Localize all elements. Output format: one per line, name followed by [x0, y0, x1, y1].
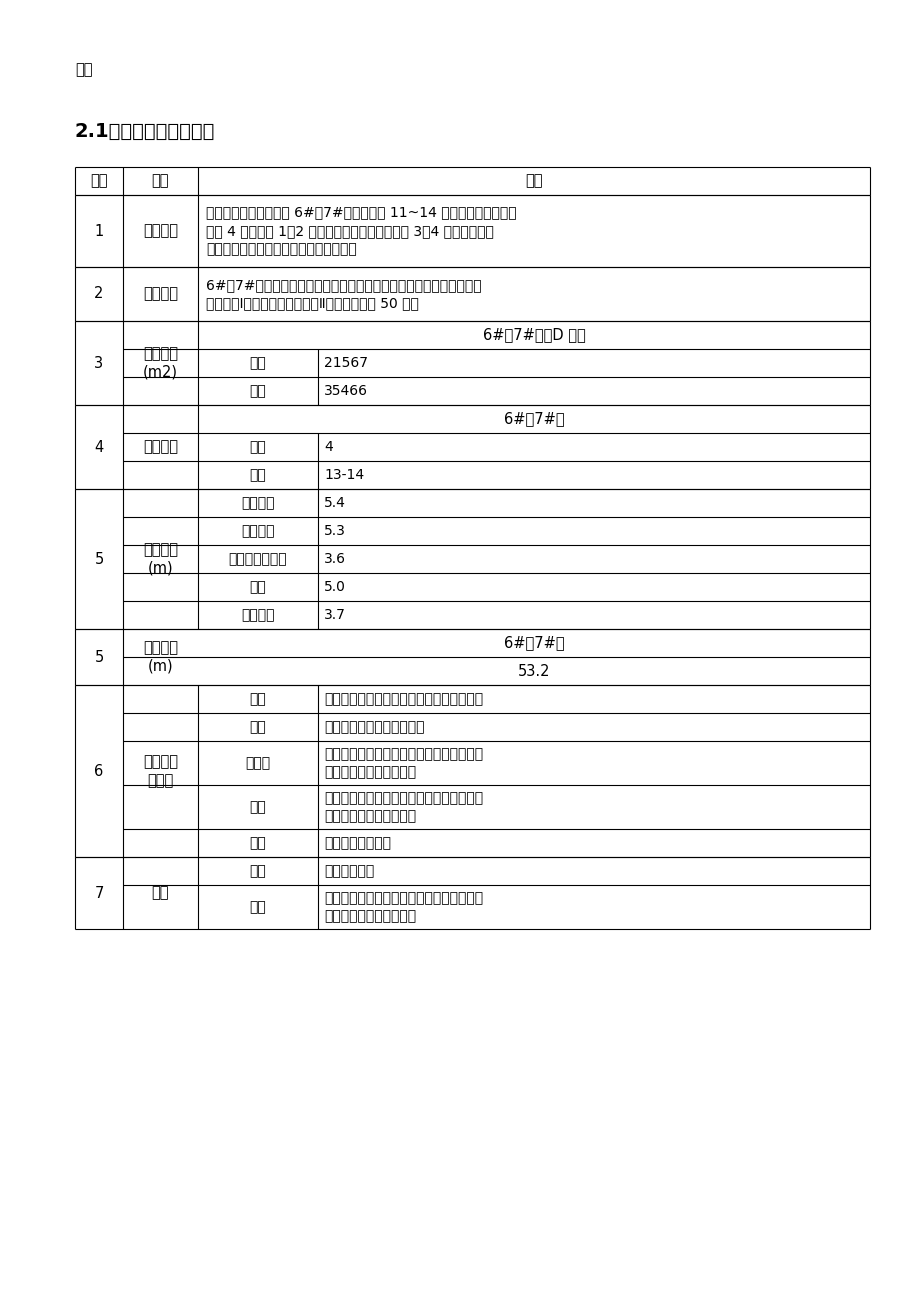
Text: 屋面: 屋面: [249, 836, 267, 850]
Text: 建筑功能: 建筑功能: [142, 286, 177, 302]
Text: 钢筋混凝土墙: 钢筋混凝土墙: [323, 865, 374, 878]
Text: 地下三层、四层: 地下三层、四层: [229, 552, 287, 566]
Text: 内容: 内容: [525, 173, 542, 189]
Text: 4: 4: [95, 440, 104, 454]
Text: 5: 5: [95, 552, 104, 566]
Text: 6: 6: [95, 763, 104, 779]
Text: 地上: 地上: [249, 384, 267, 398]
Text: 建筑层高
(m): 建筑层高 (m): [142, 542, 177, 575]
Text: 水性耐擦洗涂料、珍珠岩板吊顶、铝合金方
板吊顶、纸面石膏板吊顶: 水性耐擦洗涂料、珍珠岩板吊顶、铝合金方 板吊顶、纸面石膏板吊顶: [323, 790, 482, 823]
Text: 地下二层: 地下二层: [241, 523, 275, 538]
Text: 3.7: 3.7: [323, 608, 346, 622]
Text: 中国生物技术学术中心 6#、7#楼，地上共 11~14 层，均为办公用房，
地下 4 层，地下 1、2 层为展厅及服务用房，地下 3、4 层为人防层，
平时用途: 中国生物技术学术中心 6#、7#楼，地上共 11~14 层，均为办公用房， 地下…: [206, 206, 516, 256]
Text: 6#、7#楼: 6#、7#楼: [503, 635, 563, 651]
Text: 地上: 地上: [249, 467, 267, 482]
Text: 墙体: 墙体: [152, 885, 169, 901]
Text: 地下一层: 地下一层: [241, 496, 275, 510]
Text: 二层以上: 二层以上: [241, 608, 275, 622]
Text: 4: 4: [323, 440, 333, 454]
Text: 内墙: 内墙: [249, 691, 267, 706]
Text: 水泥砂浆楼地面、细石混凝土楼地面、花岗
石、通体地砖、防滑地砖: 水泥砂浆楼地面、细石混凝土楼地面、花岗 石、通体地砖、防滑地砖: [323, 747, 482, 779]
Text: 53.2: 53.2: [517, 664, 550, 678]
Text: 水泥砂浆、木地板: 水泥砂浆、木地板: [323, 836, 391, 850]
Text: 内墙: 内墙: [249, 900, 267, 914]
Text: 建筑面积
(m2): 建筑面积 (m2): [142, 346, 177, 380]
Text: 外墙: 外墙: [249, 865, 267, 878]
Text: 5.4: 5.4: [323, 496, 346, 510]
Text: 水性耐擦洗涂料、金属龙骨珍珠岩板墙面、: 水性耐擦洗涂料、金属龙骨珍珠岩板墙面、: [323, 691, 482, 706]
Text: 首层: 首层: [249, 579, 267, 594]
Text: 建筑特点: 建筑特点: [142, 224, 177, 238]
Text: 7: 7: [95, 885, 104, 901]
Text: 1: 1: [95, 224, 104, 238]
Text: 5.0: 5.0: [323, 579, 346, 594]
Text: 顶棚: 顶棚: [249, 799, 267, 814]
Text: 2.1、工程建筑设计概况: 2.1、工程建筑设计概况: [75, 122, 215, 141]
Text: 6#、7#楼为企业孵化器楼，均为办公用房，耐火等级为一级，地下防
水等级为Ⅰ级，屋面防水等级为Ⅱ级，耐久年限 50 年。: 6#、7#楼为企业孵化器楼，均为办公用房，耐火等级为一级，地下防 水等级为Ⅰ级，…: [206, 277, 482, 310]
Text: 序号: 序号: [90, 173, 108, 189]
Text: 建筑层数: 建筑层数: [142, 440, 177, 454]
Text: 5.3: 5.3: [323, 523, 346, 538]
Text: 地下: 地下: [249, 440, 267, 454]
Text: 35466: 35466: [323, 384, 368, 398]
Text: 6#、7#楼（D 段）: 6#、7#楼（D 段）: [482, 328, 584, 342]
Text: 6#、7#楼: 6#、7#楼: [503, 411, 563, 427]
Text: 装饰、装
修概况: 装饰、装 修概况: [142, 754, 177, 788]
Text: 5: 5: [95, 650, 104, 664]
Text: 13-14: 13-14: [323, 467, 364, 482]
Text: 3: 3: [95, 355, 104, 371]
Text: 石材幕墙、玻璃幕、铝板幕: 石材幕墙、玻璃幕、铝板幕: [323, 720, 424, 734]
Text: 外墙: 外墙: [249, 720, 267, 734]
Text: 陶粒混凝土空心砌块墙、陶粒混凝土防火砌
块墙、加气混凝土砌块墙: 陶粒混凝土空心砌块墙、陶粒混凝土防火砌 块墙、加气混凝土砌块墙: [323, 891, 482, 923]
Text: 础。: 础。: [75, 62, 93, 77]
Text: 楼地面: 楼地面: [245, 756, 270, 769]
Text: 项目: 项目: [152, 173, 169, 189]
Text: 地下: 地下: [249, 355, 267, 370]
Text: 建筑高度
(m): 建筑高度 (m): [142, 641, 177, 674]
Text: 21567: 21567: [323, 355, 368, 370]
Text: 3.6: 3.6: [323, 552, 346, 566]
Text: 2: 2: [95, 286, 104, 302]
